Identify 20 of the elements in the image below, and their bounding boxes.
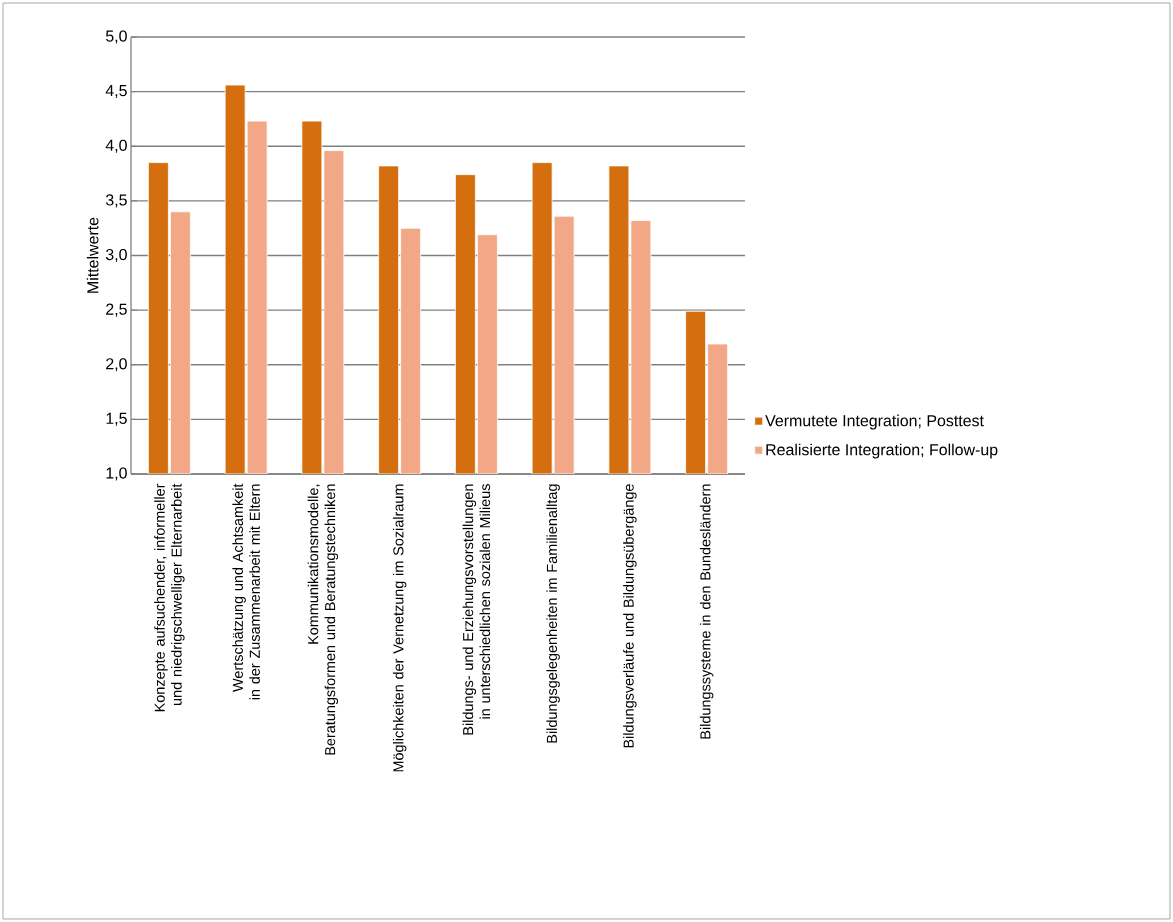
x-tick-label: Konzepte aufsuchender, informeller und niedrigschwelliger Elternarbeit <box>154 483 185 712</box>
y-tick-label: 2,0 <box>106 358 127 372</box>
legend-label: Realisierte Integration; Follow-up <box>766 443 998 459</box>
legend-label: Vermutete Integration; Posttest <box>765 414 984 430</box>
x-tick-label: Bildungs- und Erziehungsvorstellungen in unterschiedlichen sozialen Milieus <box>462 484 491 735</box>
y-tick-label: 4,5 <box>105 85 127 99</box>
x-tick-label: Möglichkeiten der Vernetzung im Sozialraum <box>392 484 407 772</box>
x-tick-label: Bildungsverläufe und Bildungsübergänge <box>623 484 637 748</box>
y-tick-label: 3,5 <box>105 194 127 208</box>
y-tick-label: 2,5 <box>106 303 127 317</box>
x-tick-label: Wertschätzung und Achtsamkeit in der Zusammenarbeit mit Eltern <box>232 483 260 700</box>
y-tick-label: 3,0 <box>105 248 127 263</box>
y-axis-title: Mittelwerte <box>86 217 99 293</box>
x-tick-label: Bildungsgelegenheiten im Familienalltag <box>546 484 560 743</box>
y-tick-label: 5,0 <box>105 30 127 44</box>
y-tick-label: 1,5 <box>106 412 127 426</box>
x-tick-label: Kommunikationsmodelle, Beratungsformen und Beratungstechniken <box>307 484 339 755</box>
y-tick-label: 1,0 <box>106 467 127 481</box>
y-tick-label: 4,0 <box>105 139 127 153</box>
x-tick-label: Bildungssysteme in den Bundesländern <box>699 484 714 739</box>
